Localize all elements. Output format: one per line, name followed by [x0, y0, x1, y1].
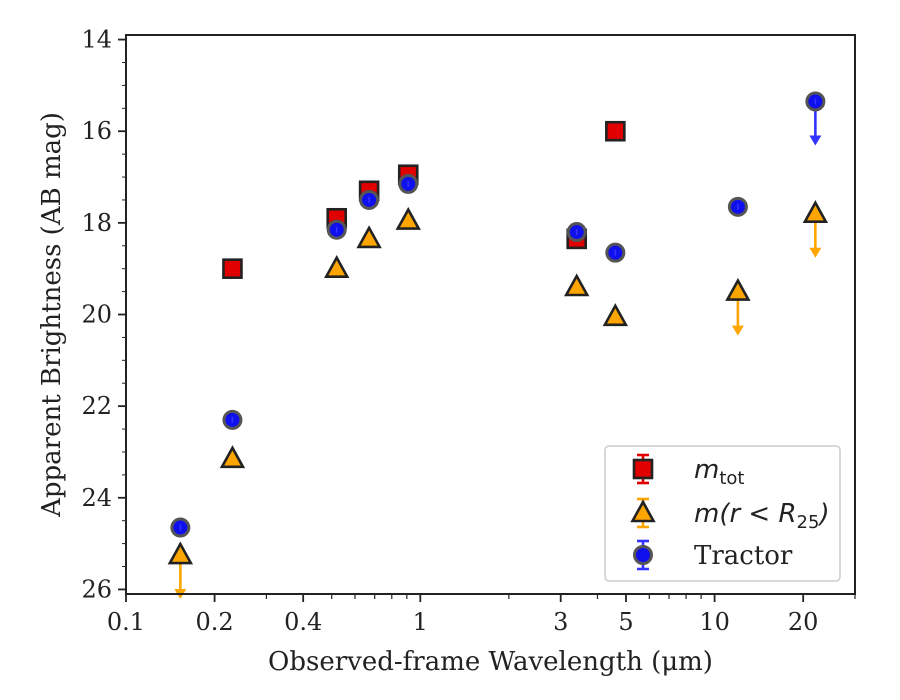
legend-label: Tractor — [694, 541, 793, 571]
x-tick-label: 0.1 — [107, 608, 145, 636]
legend-marker — [633, 545, 653, 565]
y-tick-label: 14 — [81, 26, 112, 54]
data-point — [725, 277, 751, 336]
data-point — [326, 219, 347, 240]
x-axis-label: Observed-frame Wavelength (μm) — [268, 647, 713, 677]
limit-arrowhead — [809, 135, 822, 146]
x-tick-label: 1 — [413, 608, 428, 636]
square-marker — [632, 458, 654, 480]
y-axis: 14 16 18 20 22 24 26 — [81, 26, 126, 603]
legend-label: mtot — [694, 455, 744, 489]
x-tick-label: 10 — [699, 608, 730, 636]
legend-entry: Tractor — [633, 539, 793, 571]
data-point — [359, 189, 380, 210]
triangle-marker — [630, 499, 656, 523]
x-tick-label: 0.2 — [196, 608, 234, 636]
x-tick-label: 3 — [553, 608, 568, 636]
data-point — [167, 541, 194, 600]
y-tick-label: 22 — [81, 392, 112, 420]
data-point — [222, 258, 243, 279]
x-tick-label: 0.4 — [284, 608, 322, 636]
y-axis-label: Apparent Brightness (AB mag) — [37, 112, 67, 518]
y-tick-label: 18 — [81, 209, 112, 237]
data-point — [222, 409, 243, 430]
x-tick-label: 20 — [788, 608, 819, 636]
data-point — [802, 200, 829, 258]
data-point — [219, 445, 246, 469]
data-point — [605, 242, 626, 263]
series-triangle — [167, 200, 829, 600]
legend-marker — [630, 499, 656, 523]
data-point — [324, 254, 350, 278]
y-tick-label: 16 — [81, 117, 112, 145]
legend-marker — [632, 458, 654, 480]
series-square — [222, 120, 626, 279]
x-axis: 0.1 0.2 0.4 1 3 5 10 20 — [107, 594, 856, 636]
data-point — [605, 120, 626, 142]
data-point — [395, 206, 421, 230]
data-point — [356, 225, 382, 249]
y-tick-label: 20 — [81, 301, 112, 329]
data-point — [602, 303, 629, 327]
legend: mtot m(r < R25) Tractor — [604, 445, 841, 582]
series-circle — [170, 91, 826, 538]
plot-area — [167, 91, 829, 600]
data-point — [727, 196, 748, 217]
data-point — [170, 517, 191, 538]
x-tick-label: 5 — [618, 608, 633, 636]
legend-entry: mtot — [632, 453, 744, 489]
y-tick-label: 26 — [81, 575, 112, 603]
data-point — [805, 91, 826, 146]
legend-entry: m(r < R25) — [630, 497, 830, 533]
legend-label: m(r < R25) — [694, 499, 830, 533]
data-point — [564, 273, 590, 297]
limit-arrowhead — [809, 247, 822, 258]
data-point — [398, 173, 419, 194]
limit-arrowhead — [731, 325, 744, 336]
circle-marker — [633, 545, 653, 565]
data-point — [566, 222, 587, 243]
y-tick-label: 24 — [81, 484, 112, 512]
legend-box — [604, 445, 841, 582]
